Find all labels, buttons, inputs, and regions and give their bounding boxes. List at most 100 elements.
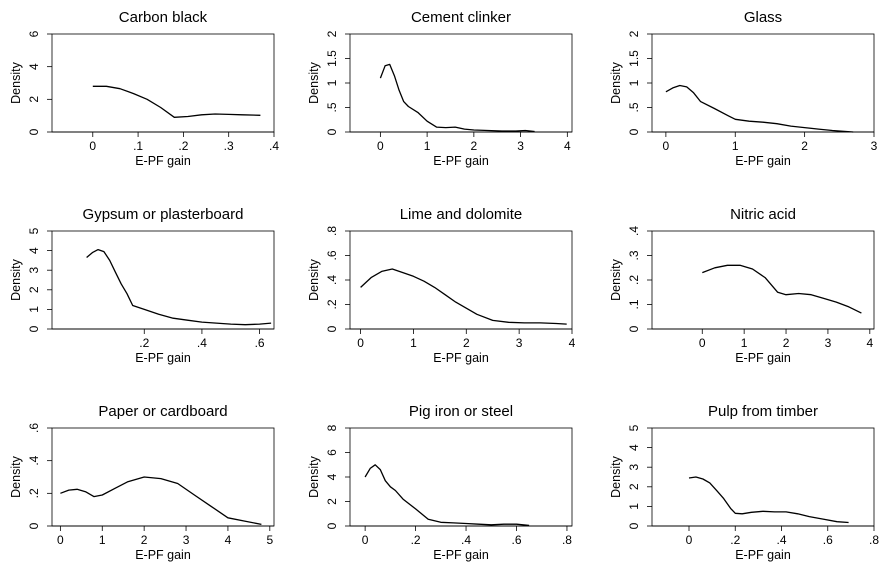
x-tick-label: .6 bbox=[255, 336, 265, 350]
x-tick-label: 5 bbox=[266, 533, 273, 547]
chart-panel: Cement clinker 0 .5 1 1.5 2 0 1 2 3 4 E-PF gain Dens… bbox=[307, 9, 573, 168]
x-tick-label: 1 bbox=[732, 139, 739, 153]
y-tick-label: 1 bbox=[325, 79, 339, 86]
x-tick-label: 1 bbox=[410, 336, 417, 350]
x-tick-label: 4 bbox=[225, 533, 232, 547]
x-tick-label: 0 bbox=[362, 533, 369, 547]
y-tick-label: 0 bbox=[27, 325, 41, 332]
y-tick-label: .1 bbox=[627, 299, 641, 309]
x-tick-label: 3 bbox=[516, 336, 523, 350]
y-axis-label: Density bbox=[9, 455, 23, 497]
plot-frame bbox=[651, 230, 875, 330]
y-tick-label: 0 bbox=[627, 325, 641, 332]
density-curve bbox=[60, 476, 262, 526]
plot-frame bbox=[349, 33, 573, 133]
x-tick-label: 4 bbox=[569, 336, 576, 350]
y-tick-label: 8 bbox=[325, 424, 339, 431]
x-tick-label: .2 bbox=[730, 533, 740, 547]
y-tick-label: 0 bbox=[325, 325, 339, 332]
x-tick-label: 4 bbox=[564, 139, 571, 153]
x-tick-label: .4 bbox=[776, 533, 786, 547]
chart-panel: Carbon black 0 2 4 6 0 .1 .2 .3 .4 E-PF gain Densit… bbox=[9, 9, 279, 168]
x-tick-label: 2 bbox=[471, 139, 478, 153]
y-axis-label: Density bbox=[609, 258, 623, 300]
x-tick-label: 0 bbox=[377, 139, 384, 153]
y-axis-label: Density bbox=[609, 455, 623, 497]
y-tick-label: .5 bbox=[627, 102, 641, 112]
x-tick-label: 3 bbox=[517, 139, 524, 153]
y-tick-label: .2 bbox=[27, 488, 41, 498]
y-tick-label: 2 bbox=[627, 483, 641, 490]
x-tick-label: .4 bbox=[269, 139, 279, 153]
x-tick-label: 2 bbox=[783, 336, 790, 350]
x-tick-label: 1 bbox=[99, 533, 106, 547]
x-axis-label: E-PF gain bbox=[735, 351, 791, 365]
y-tick-label: 5 bbox=[627, 424, 641, 431]
y-tick-label: 0 bbox=[27, 522, 41, 529]
x-tick-label: 2 bbox=[801, 139, 808, 153]
y-tick-label: .8 bbox=[325, 226, 339, 236]
density-curve bbox=[360, 268, 567, 325]
y-tick-label: 0 bbox=[627, 128, 641, 135]
y-tick-label: 6 bbox=[325, 449, 339, 456]
density-curve bbox=[92, 85, 261, 118]
y-tick-label: 2 bbox=[325, 498, 339, 505]
y-tick-label: 3 bbox=[27, 267, 41, 274]
y-tick-label: 5 bbox=[27, 227, 41, 234]
y-tick-label: 0 bbox=[627, 522, 641, 529]
x-tick-label: .6 bbox=[511, 533, 521, 547]
plot-frame bbox=[651, 33, 875, 133]
plot-frame bbox=[51, 427, 275, 527]
x-tick-label: 3 bbox=[871, 139, 878, 153]
y-tick-label: 1.5 bbox=[627, 50, 641, 67]
y-axis-label: Density bbox=[9, 258, 23, 300]
chart-title: Nitric acid bbox=[730, 206, 796, 223]
x-axis-label: E-PF gain bbox=[135, 351, 191, 365]
y-tick-label: .4 bbox=[27, 455, 41, 465]
x-axis-label: E-PF gain bbox=[433, 548, 489, 562]
y-axis-label: Density bbox=[609, 61, 623, 103]
y-tick-label: 0 bbox=[325, 128, 339, 135]
chart-title: Glass bbox=[744, 9, 782, 26]
x-tick-label: 2 bbox=[463, 336, 470, 350]
x-tick-label: 1 bbox=[424, 139, 431, 153]
x-tick-label: 0 bbox=[89, 139, 96, 153]
y-tick-label: 1 bbox=[27, 306, 41, 313]
y-tick-label: 1.5 bbox=[325, 50, 339, 67]
chart-title: Pig iron or steel bbox=[409, 403, 513, 420]
chart-panel: Pig iron or steel 0 2 4 6 8 0 .2 .4 .6 .8 E-PF gain… bbox=[307, 403, 573, 562]
y-axis-label: Density bbox=[307, 455, 321, 497]
y-tick-label: 0 bbox=[325, 522, 339, 529]
x-axis-label: E-PF gain bbox=[735, 154, 791, 168]
y-tick-label: 3 bbox=[627, 464, 641, 471]
y-axis-label: Density bbox=[307, 258, 321, 300]
y-tick-label: .6 bbox=[27, 423, 41, 433]
chart-title: Carbon black bbox=[119, 9, 208, 26]
plot-frame bbox=[349, 230, 573, 330]
x-tick-label: 0 bbox=[663, 139, 670, 153]
x-tick-label: .1 bbox=[133, 139, 143, 153]
plot-frame bbox=[51, 33, 275, 133]
x-tick-label: 2 bbox=[141, 533, 148, 547]
x-tick-label: 3 bbox=[183, 533, 190, 547]
x-tick-label: .8 bbox=[562, 533, 572, 547]
x-tick-label: 0 bbox=[686, 533, 693, 547]
plot-frame bbox=[51, 230, 275, 330]
y-tick-label: 4 bbox=[627, 444, 641, 451]
chart-title: Lime and dolomite bbox=[400, 206, 523, 223]
x-tick-label: .2 bbox=[178, 139, 188, 153]
x-tick-label: 1 bbox=[741, 336, 748, 350]
y-tick-label: .5 bbox=[325, 102, 339, 112]
x-axis-label: E-PF gain bbox=[433, 154, 489, 168]
y-tick-label: 2 bbox=[325, 30, 339, 37]
chart-title: Paper or cardboard bbox=[98, 403, 227, 420]
x-tick-label: .4 bbox=[461, 533, 471, 547]
density-curve bbox=[702, 264, 862, 314]
x-axis-label: E-PF gain bbox=[433, 351, 489, 365]
y-tick-label: 1 bbox=[627, 79, 641, 86]
x-tick-label: 0 bbox=[357, 336, 364, 350]
y-tick-label: 2 bbox=[27, 286, 41, 293]
x-tick-label: .8 bbox=[869, 533, 879, 547]
chart-panel: Pulp from timber 0 1 2 3 4 5 0 .2 .4 .6 .8 E-PF gain… bbox=[609, 403, 879, 562]
